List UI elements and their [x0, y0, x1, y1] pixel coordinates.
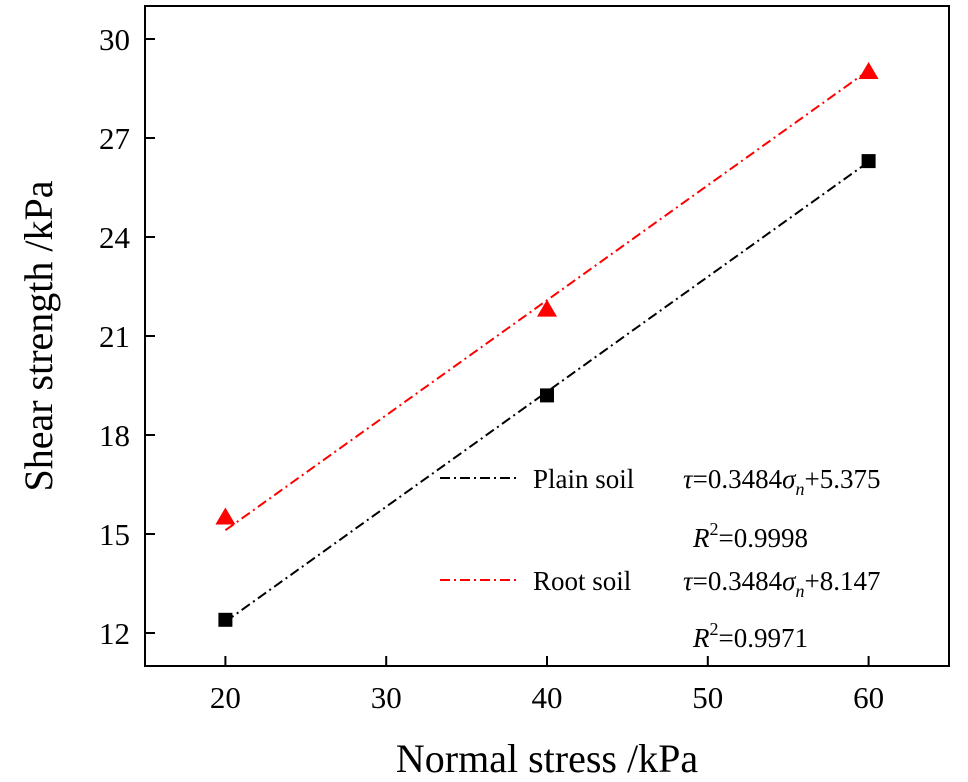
- y-tick-label-24: 24: [99, 220, 131, 255]
- data-point-plain-soil-40: [540, 388, 554, 403]
- legend-r2-plain-soil: R2=0.9998: [692, 519, 808, 553]
- y-tick-label-15: 15: [99, 517, 130, 552]
- x-tick-label-50: 50: [692, 680, 723, 715]
- data-point-plain-soil-20: [218, 612, 233, 627]
- data-point-root-soil-40: [537, 299, 557, 317]
- x-tick-label-30: 30: [371, 680, 402, 715]
- legend-equation-root-soil: τ=0.3484σn+8.147: [683, 566, 880, 601]
- data-point-plain-soil-60: [861, 154, 876, 169]
- y-tick-label-27: 27: [99, 121, 130, 156]
- legend-equation-plain-soil: τ=0.3484σn+5.375: [683, 464, 880, 499]
- x-tick-label-60: 60: [853, 680, 884, 715]
- x-tick-label-40: 40: [532, 680, 563, 715]
- data-point-root-soil-60: [858, 62, 879, 79]
- x-axis-title: Normal stress /kPa: [396, 736, 698, 781]
- y-tick-label-12: 12: [99, 616, 130, 651]
- y-tick-label-21: 21: [99, 319, 130, 354]
- y-tick-label-18: 18: [99, 418, 130, 453]
- y-tick-label-30: 30: [99, 22, 130, 57]
- legend-label-plain-soil: Plain soil: [533, 464, 634, 494]
- data-point-root-soil-20: [215, 507, 236, 525]
- legend: Plain soil τ=0.3484σn+5.375 R2=0.9998 Ro…: [440, 464, 880, 653]
- legend-r2-root-soil: R2=0.9971: [692, 619, 808, 653]
- legend-label-root-soil: Root soil: [533, 566, 631, 596]
- y-axis-title: Shear strength /kPa: [16, 180, 61, 491]
- x-tick-label-20: 20: [210, 680, 241, 715]
